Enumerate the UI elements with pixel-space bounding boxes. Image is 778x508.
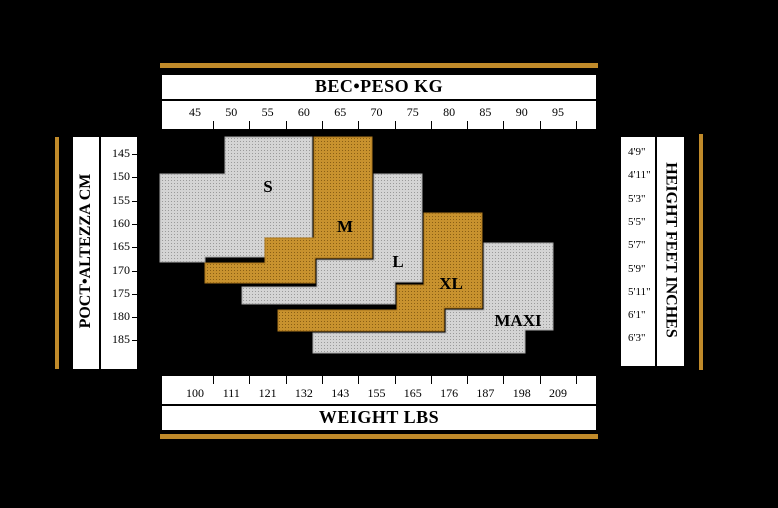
tick-mark [503, 121, 505, 129]
tick-label: 5'11" [628, 285, 651, 298]
tick-label: 55 [261, 105, 274, 119]
tick-label: 80 [443, 105, 456, 119]
tick-mark [539, 376, 541, 384]
tick-mark [213, 121, 214, 129]
tick-label: 90 [515, 105, 528, 119]
tick-label: 5'9" [628, 262, 646, 275]
tick-label: 5'5" [628, 215, 646, 228]
top-axis-title-bar: BEC•PESO KG [162, 75, 596, 99]
tick-label: 85 [479, 105, 492, 119]
size-label: M [337, 217, 353, 236]
top-axis-ticks: 45 50 55 60 65 70 75 80 85 90 95 [162, 101, 596, 129]
tick-label: 175 [112, 285, 130, 300]
bottom-axis-title-bar: WEIGHT LBS [162, 406, 596, 430]
tick-label: 155 [367, 386, 386, 400]
tick-mark [358, 121, 360, 129]
tick-mark [249, 121, 251, 129]
tick-mark [394, 121, 396, 129]
tick-label: 111 [222, 386, 240, 400]
tick-mark [132, 223, 137, 225]
tick-mark [132, 270, 137, 272]
tick-label: 198 [512, 386, 531, 400]
tick-mark [132, 340, 137, 342]
left-axis-title: POCT•ALTEZZA CM [77, 173, 94, 329]
tick-label: 5'3" [628, 192, 646, 205]
tick-label: 165 [403, 386, 422, 400]
left-axis-title-bar: POCT•ALTEZZA CM [73, 137, 99, 369]
tick-mark [132, 154, 137, 155]
tick-label: 95 [552, 105, 564, 119]
tick-mark [132, 293, 137, 295]
tick-mark [285, 121, 287, 129]
tick-label: 185 [112, 332, 130, 347]
tick-label: 160 [112, 215, 130, 230]
left-axis-ticks: 145 150 155 160 165 170 175 180 185 [101, 137, 137, 369]
right-gold-rule [699, 134, 703, 370]
tick-mark [213, 376, 214, 384]
size-label: XL [439, 274, 463, 293]
top-gold-rule [160, 63, 598, 68]
bottom-axis-title: WEIGHT LBS [318, 407, 440, 427]
left-gold-rule [55, 137, 59, 369]
tick-label: 65 [334, 105, 347, 119]
top-axis-title: BEC•PESO KG [314, 76, 444, 96]
tick-mark [539, 121, 541, 129]
tick-mark [503, 376, 505, 384]
tick-label: 143 [331, 386, 350, 400]
size-label: S [263, 177, 272, 196]
size-region-xl [277, 212, 483, 332]
size-region-m [204, 136, 373, 284]
right-axis-title-bar: HEIGHT FEET INCHES [657, 137, 684, 366]
tick-label: 4'11" [628, 169, 651, 182]
tick-label: 150 [112, 169, 130, 184]
size-region-l [241, 173, 423, 305]
tick-mark [132, 177, 137, 179]
tick-label: 170 [112, 262, 130, 277]
tick-label: 6'3" [628, 332, 646, 345]
tick-label: 100 [186, 386, 204, 400]
tick-mark [576, 376, 577, 384]
tick-label: 132 [294, 386, 313, 400]
right-axis-title: HEIGHT FEET INCHES [662, 162, 680, 338]
tick-label: 187 [476, 386, 495, 400]
bottom-axis-ticks: 100 111 121 132 143 155 165 176 187 198 209 [162, 376, 596, 404]
tick-label: 45 [189, 105, 201, 119]
tick-label: 4'9" [628, 146, 646, 158]
tick-mark [430, 121, 432, 129]
tick-label: 155 [112, 192, 130, 207]
bottom-gold-rule [160, 434, 598, 439]
tick-label: 176 [440, 386, 459, 400]
right-axis-ticks: 4'9" 4'11" 5'3" 5'5" 5'7" 5'9" 5'11" 6'1" 6'3" [621, 137, 655, 366]
tick-label: 180 [112, 309, 130, 324]
size-label: L [392, 252, 403, 271]
size-region-maxi [312, 242, 554, 354]
tick-mark [394, 376, 396, 384]
tick-label: 70 [370, 105, 383, 119]
tick-mark [321, 376, 323, 384]
tick-mark [467, 376, 469, 384]
tick-label: 165 [112, 239, 130, 254]
tick-label: 5'7" [628, 239, 646, 252]
tick-mark [321, 121, 323, 129]
tick-label: 50 [225, 105, 238, 119]
tick-mark [467, 121, 469, 129]
size-region-s [159, 136, 313, 263]
size-label: MAXI [494, 311, 542, 330]
tick-mark [430, 376, 432, 384]
tick-mark [132, 247, 137, 249]
tick-label: 6'1" [628, 309, 646, 322]
tick-mark [249, 376, 251, 384]
tick-label: 121 [258, 386, 277, 400]
tick-label: 209 [549, 386, 567, 400]
tick-mark [576, 121, 577, 129]
tick-label: 75 [406, 105, 419, 119]
tick-mark [132, 200, 137, 202]
tick-label: 60 [297, 105, 310, 119]
tick-mark [285, 376, 287, 384]
tick-label: 145 [112, 146, 130, 160]
tick-mark [132, 317, 137, 319]
tick-mark [358, 376, 360, 384]
